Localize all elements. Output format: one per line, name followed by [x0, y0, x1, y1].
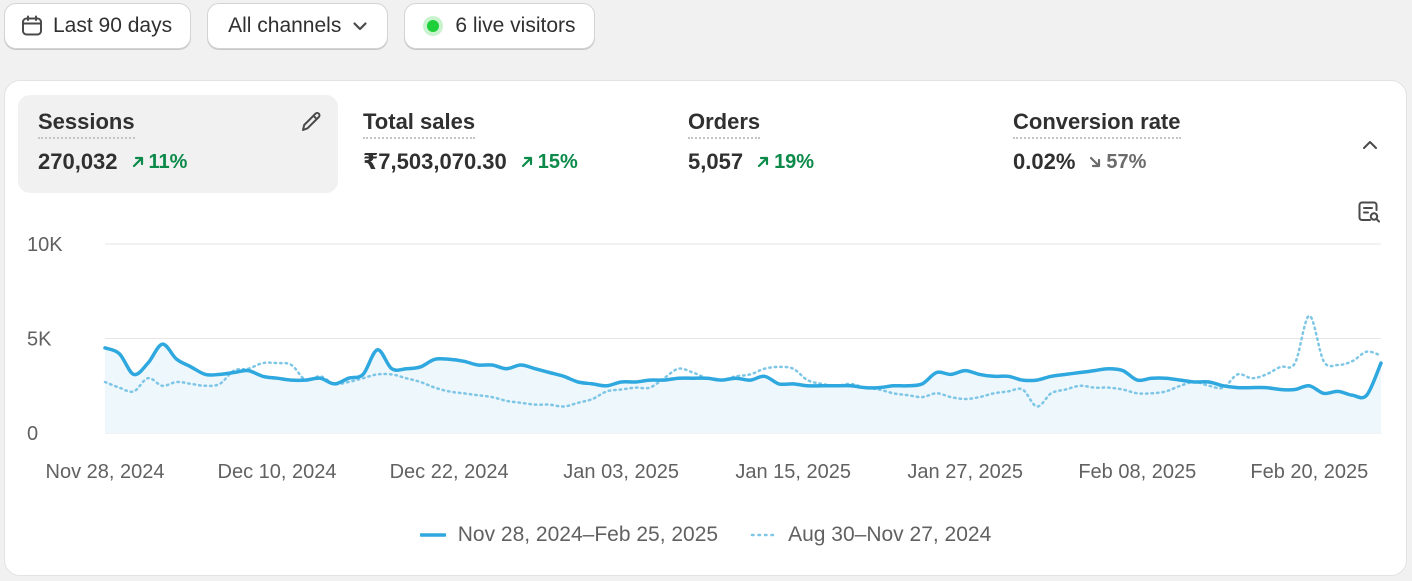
chevron-up-icon[interactable]	[1360, 135, 1380, 160]
x-tick-label: Dec 10, 2024	[218, 461, 337, 483]
analytics-card: Sessions 270,032 11% Total sales ₹7,503,…	[4, 80, 1407, 576]
channels-label: All channels	[228, 14, 342, 37]
metric-sessions[interactable]: Sessions 270,032 11%	[18, 95, 338, 193]
metric-change-value: 15%	[537, 150, 578, 173]
metric-title: Conversion rate	[1013, 109, 1181, 139]
previous-period-line	[103, 314, 1383, 408]
legend-item-previous[interactable]: Aug 30–Nov 27, 2024	[750, 523, 991, 547]
x-tick-label: Jan 27, 2025	[907, 461, 1023, 483]
sessions-chart: 0 5K 10K Nov 28, 2024 Dec 10, 2024 Dec 22, 2…	[27, 234, 1383, 483]
y-tick-label: 0	[27, 423, 38, 445]
pencil-icon[interactable]	[298, 109, 324, 140]
chart-x-ticks: Nov 28, 2024 Dec 10, 2024 Dec 22, 2024 Jan …	[46, 461, 1369, 483]
x-tick-label: Dec 22, 2024	[390, 461, 509, 483]
metric-title: Orders	[688, 109, 761, 139]
metric-change-value: 57%	[1106, 150, 1147, 173]
metric-value: 270,032	[38, 149, 118, 174]
filter-bar: Last 90 days All channels 6 live visitor…	[4, 3, 595, 49]
legend-label-current: Nov 28, 2024–Feb 25, 2025	[457, 523, 719, 546]
arrow-up-right-icon	[757, 156, 769, 168]
metric-title: Sessions	[38, 109, 135, 139]
x-tick-label: Jan 03, 2025	[563, 461, 679, 483]
chart-zoom-icon[interactable]	[1356, 199, 1382, 230]
x-tick-label: Jan 15, 2025	[735, 461, 851, 483]
legend-label-previous: Aug 30–Nov 27, 2024	[788, 523, 992, 546]
legend-item-current[interactable]: Nov 28, 2024–Feb 25, 2025	[419, 523, 719, 547]
arrow-up-right-icon	[521, 156, 532, 168]
x-tick-label: Nov 28, 2024	[46, 461, 165, 483]
metric-change: 19%	[757, 151, 814, 174]
y-tick-label: 10K	[27, 234, 63, 256]
metric-value: 5,057	[688, 149, 744, 174]
arrow-down-right-icon	[1090, 156, 1101, 168]
metric-value: ₹7,503,070.30	[363, 149, 507, 174]
arrow-up-right-icon	[132, 156, 143, 168]
chart-y-ticks: 0 5K 10K	[27, 234, 63, 445]
metric-change: 15%	[521, 151, 578, 174]
live-visitors-button[interactable]: 6 live visitors	[404, 3, 595, 49]
metric-orders[interactable]: Orders 5,057 19%	[668, 95, 988, 193]
date-range-button[interactable]: Last 90 days	[4, 3, 192, 49]
solid-line-icon	[419, 533, 446, 537]
metric-change-value: 19%	[774, 150, 815, 173]
current-period-area	[105, 344, 1381, 433]
channels-dropdown[interactable]: All channels	[207, 3, 389, 49]
x-tick-label: Feb 20, 2025	[1250, 461, 1368, 483]
dotted-line-icon	[750, 533, 776, 537]
chart-legend: Nov 28, 2024–Feb 25, 2025 Aug 30–Nov 27,…	[5, 523, 1406, 547]
chevron-down-icon	[351, 17, 369, 35]
metric-change: 11%	[132, 150, 188, 174]
metric-change: 57%	[1089, 151, 1146, 174]
x-tick-label: Feb 08, 2025	[1078, 461, 1196, 483]
metric-conversion-rate[interactable]: Conversion rate 0.02% 57%	[993, 95, 1313, 193]
metric-title: Total sales	[363, 109, 476, 139]
live-visitors-label: 6 live visitors	[455, 14, 576, 37]
metric-change-value: 11%	[148, 150, 188, 173]
live-indicator-icon	[427, 20, 440, 32]
date-range-label: Last 90 days	[53, 14, 173, 37]
current-period-line	[103, 342, 1383, 400]
calendar-icon	[21, 15, 43, 37]
y-tick-label: 5K	[27, 329, 52, 351]
metric-total-sales[interactable]: Total sales ₹7,503,070.30 15%	[343, 95, 663, 193]
metric-value: 0.02%	[1013, 149, 1076, 174]
